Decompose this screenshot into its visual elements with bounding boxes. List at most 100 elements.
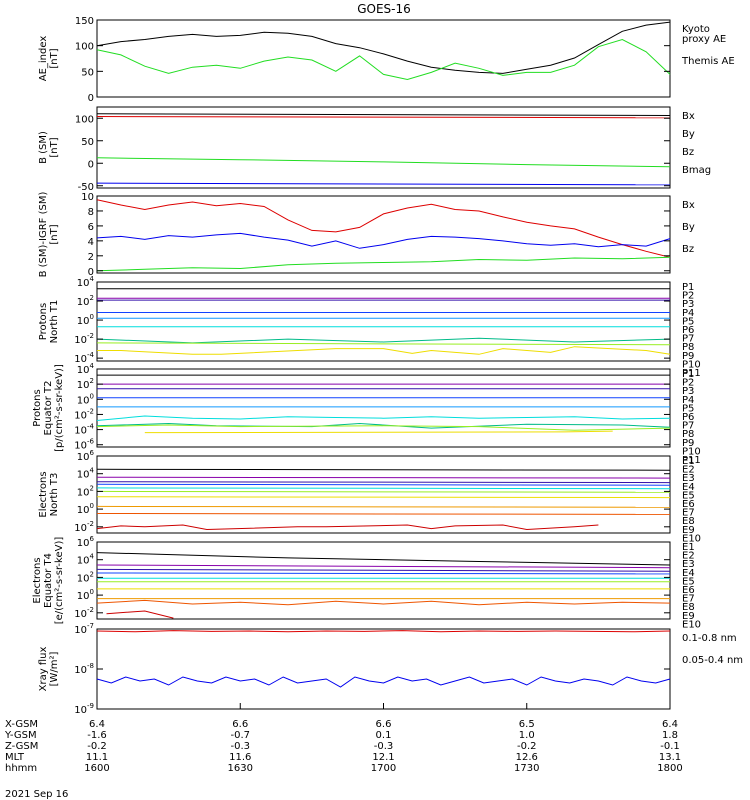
legend-entry: E4 xyxy=(682,482,695,493)
series-line-by xyxy=(96,157,671,168)
x-row-label: MLT xyxy=(5,752,25,763)
panel-frame xyxy=(96,628,671,710)
panel-xray: 10-7 10-8 10-9 Xray flux[W/m²] 0.1-0.8 nm 0.0… xyxy=(38,622,743,716)
y-tick-label: 4 xyxy=(88,237,94,248)
legend-entry: Themis AE xyxy=(681,56,735,67)
y-axis-label: Xray flux[W/m²] xyxy=(38,647,60,692)
panel-frame xyxy=(96,541,671,620)
legend-entry: 0.1-0.8 nm xyxy=(682,633,737,644)
y-tick-label: 100 xyxy=(77,502,94,516)
legend-entry: P6 xyxy=(682,412,694,423)
series-line-bx xyxy=(96,232,671,249)
legend-entry: P11 xyxy=(682,455,701,466)
x-row-value: 1700 xyxy=(371,763,396,774)
y-tick-label: 8 xyxy=(88,207,94,218)
x-row-value: 1630 xyxy=(228,763,253,774)
y-tick-label: 10-2 xyxy=(74,332,94,346)
series-line-p7 xyxy=(96,422,671,429)
y-tick-label: 10-7 xyxy=(74,622,94,636)
x-row-value: 12.1 xyxy=(372,752,394,763)
series-line-e10 xyxy=(96,524,599,531)
y-tick-label: 100 xyxy=(77,392,94,406)
y-tick-label: 0 xyxy=(88,159,94,170)
y-tick-label: 100 xyxy=(77,588,94,602)
series-line-themis-ae xyxy=(96,21,671,74)
y-tick-label: 50 xyxy=(81,67,94,78)
y-tick-label: 102 xyxy=(77,377,94,391)
legend-entry: E9 xyxy=(682,525,695,536)
legend-entry: P2 xyxy=(682,291,694,302)
panel-frame xyxy=(96,455,671,534)
series-line-e1 xyxy=(96,552,671,566)
series-line-e3 xyxy=(96,568,671,572)
legend-entry: E7 xyxy=(682,508,695,519)
legend-entry: P5 xyxy=(682,316,694,327)
y-tick-label: 100 xyxy=(75,114,94,125)
x-row-value: 6.4 xyxy=(89,719,105,730)
x-row-value: 12.6 xyxy=(516,752,538,763)
series-line-bmag xyxy=(96,113,671,116)
y-tick-label: 104 xyxy=(77,362,95,376)
y-tick-label: 10-2 xyxy=(74,520,94,534)
x-row-value: 11.6 xyxy=(229,752,251,763)
y-axis-label: ElectronsNorth T3 xyxy=(38,471,60,517)
y-axis-label: ProtonsEquator T2[p/(cm²-s-sr-keV)] xyxy=(32,364,65,452)
series-line-e5 xyxy=(96,487,671,490)
legend-entry: E7 xyxy=(682,594,695,605)
legend-entry: E10 xyxy=(682,533,701,544)
legend-entry: P4 xyxy=(682,308,694,319)
y-tick-label: 100 xyxy=(77,313,94,327)
legend-entry: By xyxy=(682,129,695,140)
y-tick-label: 0 xyxy=(88,93,94,104)
y-axis-label: B (SM)[nT] xyxy=(38,131,60,164)
legend-entry: P9 xyxy=(682,351,694,362)
legend-entry: P10 xyxy=(682,359,701,370)
y-tick-label: 150 xyxy=(75,16,94,27)
legend-entry: P3 xyxy=(682,299,694,310)
legend-entry: P2 xyxy=(682,378,694,389)
y-tick-label: 10-2 xyxy=(74,407,94,421)
panel-frame xyxy=(96,106,671,189)
y-axis-label: ElectronsEquator T4[e/(cm²-s-sr-keV)] xyxy=(32,537,65,625)
legend-entry: P8 xyxy=(682,342,694,353)
x-row-value: 13.1 xyxy=(659,752,681,763)
y-tick-label: 102 xyxy=(77,570,94,584)
legend-entry: Bz xyxy=(682,147,694,158)
y-tick-label: 10-6 xyxy=(74,438,94,452)
legend-entry: E3 xyxy=(682,473,695,484)
legend-entry: 0.05-0.4 nm xyxy=(682,655,743,666)
legend-entry: E8 xyxy=(682,516,695,527)
series-line-e2 xyxy=(96,564,671,569)
legend-entry: E5 xyxy=(682,490,695,501)
series-line-bz xyxy=(96,199,671,258)
legend-entry: E2 xyxy=(682,465,695,476)
y-tick-label: 50 xyxy=(81,137,94,148)
legend-entry: E3 xyxy=(682,559,695,570)
panel-frame xyxy=(96,281,671,362)
y-tick-label: 10-4 xyxy=(74,423,94,437)
series-line-p9 xyxy=(97,346,671,355)
y-tick-label: 10-8 xyxy=(74,662,94,676)
panel-frame xyxy=(96,368,671,448)
legend-entry: P9 xyxy=(682,438,694,449)
legend-entry: P8 xyxy=(682,429,694,440)
legend-entry: P6 xyxy=(682,325,694,336)
legend-entry: E6 xyxy=(682,499,695,510)
legend-entry: P5 xyxy=(682,403,694,414)
legend-entry: E6 xyxy=(682,585,695,596)
legend-entry: P1 xyxy=(682,282,694,293)
legend-entry: E1 xyxy=(682,456,695,467)
series-line-0-05-0-4-nm xyxy=(96,676,671,688)
y-tick-label: 10-4 xyxy=(74,351,94,365)
x-row-value: -0.3 xyxy=(230,741,250,752)
series-line-bz xyxy=(96,116,671,119)
date-label: 2021 Sep 16 xyxy=(5,789,68,800)
legend-entry: Bz xyxy=(682,244,694,255)
series-line-e10 xyxy=(106,610,174,619)
y-tick-label: 10 xyxy=(81,192,94,203)
legend-entry: P7 xyxy=(682,421,694,432)
series-line-p9 xyxy=(144,430,613,434)
legend-entry: E2 xyxy=(682,551,695,562)
x-row-value: 1800 xyxy=(657,763,682,774)
